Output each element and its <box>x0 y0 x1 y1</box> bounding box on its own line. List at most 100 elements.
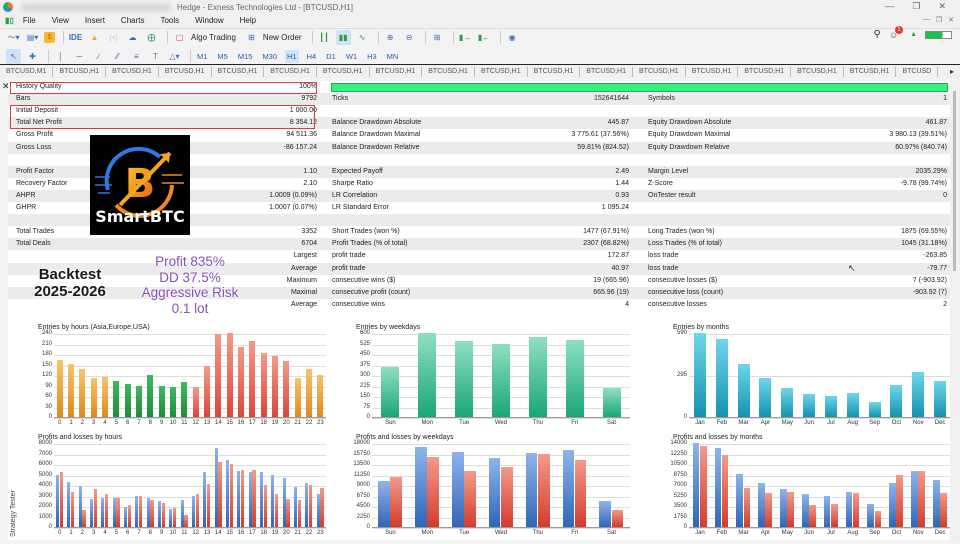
child-minimize-icon[interactable]: — <box>922 16 930 23</box>
timeframe-d1[interactable]: D1 <box>326 51 336 61</box>
zoom-out-icon[interactable]: ⊖ <box>405 33 413 42</box>
child-close-icon[interactable]: ✕ <box>948 17 954 24</box>
chart-tab[interactable]: BTCUSD,H1 <box>738 66 792 77</box>
menu-charts[interactable]: Charts <box>120 16 145 25</box>
timeframe-w1[interactable]: W1 <box>345 51 358 61</box>
entries-bar <box>294 377 301 417</box>
chart-tab[interactable]: BTCUSD,H1 <box>370 66 423 77</box>
chart-tab[interactable]: BTCUSD,H1 <box>475 66 528 77</box>
new-order-button[interactable]: New Order <box>262 33 302 42</box>
chart-tab[interactable]: BTCUSD,H1 <box>106 66 159 77</box>
close-icon[interactable]: ✕ <box>938 1 946 11</box>
search-icon[interactable]: ⚲ <box>873 29 881 40</box>
profit-bar <box>237 471 241 527</box>
loss-bar <box>263 485 267 527</box>
x-tick: 4 <box>103 530 107 536</box>
chart-tab[interactable]: BTCUSD,H1 <box>844 66 897 77</box>
scrollbar-thumb[interactable] <box>953 91 956 271</box>
screenshot-icon[interactable]: ◉ <box>508 33 516 42</box>
menu-window[interactable]: Window <box>195 16 224 25</box>
chart-tab[interactable]: BTCUSD,H1 <box>212 66 265 77</box>
logo-text: SmartBTC <box>95 207 185 226</box>
text-icon[interactable]: T <box>153 51 158 61</box>
tile-windows-icon[interactable]: ⊞ <box>433 33 441 42</box>
algo-trading-button[interactable]: Algo Trading <box>191 33 236 42</box>
y-tick: 6000 <box>38 461 52 467</box>
chart-tab[interactable]: BTCUSD,H1 <box>317 66 370 77</box>
loss-bar <box>105 493 109 527</box>
bar-chart-icon[interactable]: ┃┃ <box>319 33 329 42</box>
fibonacci-icon[interactable]: ≡ <box>134 51 139 61</box>
chart-tab[interactable]: BTCUSD,H1 <box>53 66 107 77</box>
templates-icon[interactable]: ▤▾ <box>26 33 39 42</box>
vertical-scrollbar[interactable] <box>950 81 960 540</box>
menu-help[interactable]: Help <box>239 16 257 25</box>
signals-icon[interactable]: (•) <box>109 33 118 42</box>
chart-tab[interactable]: BTCUSD,H1 <box>580 66 634 77</box>
report-row: Bars 9792 Ticks 152641644 Symbols 1 <box>8 93 950 106</box>
autoscroll-icon[interactable]: ▮→ <box>458 33 472 42</box>
child-restore-icon[interactable]: ❐ <box>935 17 943 24</box>
horizontal-line-icon[interactable]: ─ <box>76 51 83 61</box>
candlestick-chart-icon[interactable]: ▮▮ <box>335 30 351 45</box>
cloud-icon[interactable]: ☁ <box>128 33 137 42</box>
menu-tools[interactable]: Tools <box>160 16 180 25</box>
notifications-icon[interactable]: ☺ 1 <box>889 25 903 40</box>
cursor-icon[interactable]: ↖ <box>6 48 21 64</box>
crosshair-icon[interactable]: ✚ <box>29 51 36 61</box>
timeframe-m1[interactable]: M1 <box>197 51 208 61</box>
timeframe-m5[interactable]: M5 <box>217 51 228 61</box>
zoom-in-icon[interactable]: ⊕ <box>386 33 394 42</box>
minimize-icon[interactable]: — <box>885 1 895 11</box>
chart-type-icon[interactable]: 〜▾ <box>7 33 20 42</box>
entries-bar <box>528 336 547 417</box>
entries-bar <box>113 381 120 417</box>
timeframe-h3[interactable]: H3 <box>367 51 377 61</box>
chart-tab[interactable]: BTCUSD,H1 <box>422 66 475 77</box>
x-tick: Sun <box>385 530 396 536</box>
timeframe-m30[interactable]: M30 <box>262 51 278 61</box>
channel-icon[interactable]: ⁄⁄ <box>116 51 119 61</box>
timeframe-h4[interactable]: H4 <box>306 51 317 61</box>
report-label: Balance Drawdown Maximal <box>332 131 421 139</box>
timeframe-mn[interactable]: MN <box>386 51 399 61</box>
report-value: 6704 <box>301 240 317 248</box>
gridline <box>689 444 951 445</box>
shapes-icon[interactable]: △▾ <box>169 51 180 61</box>
close-report-icon[interactable]: ✕ <box>2 81 10 91</box>
chart-tab[interactable]: BTCUSD,H1 <box>791 66 844 77</box>
chart-tab[interactable]: BTCUSD,H1 <box>686 66 739 77</box>
profit-bar <box>867 504 875 527</box>
chart-tab[interactable]: BTCUSD,H1 <box>528 66 581 77</box>
line-chart-icon[interactable]: ∿ <box>358 33 366 42</box>
report-label: Profit Factor <box>16 167 55 175</box>
report-value: 1.44 <box>615 179 629 187</box>
menu-file[interactable]: File <box>22 16 36 25</box>
ide-button[interactable]: IDE <box>68 33 83 42</box>
plot-area <box>372 444 630 529</box>
chart-shift-icon[interactable]: ▮← <box>477 33 491 42</box>
x-tick: Dec <box>934 420 946 426</box>
menu-insert[interactable]: Insert <box>84 16 105 25</box>
title-bar: Hedge - Exness Technologies Ltd - [BTCUS… <box>0 0 960 14</box>
summary-text: Profit 835% DD 37.5% Aggressive Risk 0.1… <box>125 254 255 316</box>
chart-tab[interactable]: BTCUSD,H1 <box>264 66 317 77</box>
trendline-icon[interactable]: ∕ <box>97 51 100 61</box>
menu-view[interactable]: View <box>51 16 69 25</box>
restore-icon[interactable]: ❐ <box>912 1 921 11</box>
timeframe-h1[interactable]: H1 <box>285 49 299 63</box>
chart-tab[interactable]: BTCUSD,H1 <box>633 66 686 77</box>
timeframe-m15[interactable]: M15 <box>237 51 253 61</box>
entries-bar <box>715 339 728 417</box>
chart-tab[interactable]: BTCUSD,M1 <box>0 66 54 77</box>
chart-tab[interactable]: BTCUSD <box>896 66 939 77</box>
vps-icon[interactable]: ⨁ <box>147 33 156 42</box>
x-tick: 14 <box>214 420 222 426</box>
market-icon[interactable]: $ <box>44 32 55 43</box>
vertical-line-icon[interactable]: │ <box>58 51 63 61</box>
tabs-scroll-right-icon[interactable]: ▸ <box>949 67 954 76</box>
gridline <box>54 418 326 419</box>
chart-tab[interactable]: BTCUSD,H1 <box>159 66 212 77</box>
report-label: Bars <box>16 95 31 103</box>
shopping-bag-icon[interactable]: ▲ <box>90 33 99 42</box>
